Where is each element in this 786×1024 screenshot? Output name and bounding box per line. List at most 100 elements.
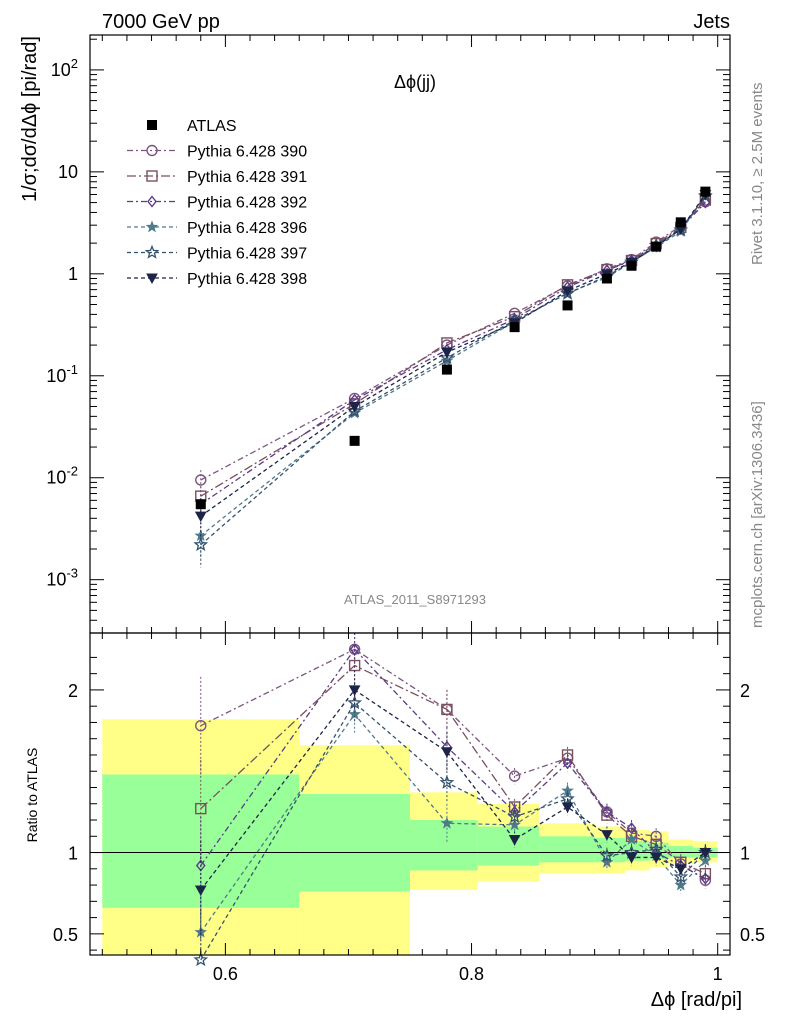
legend-label: Pythia 6.428 397 xyxy=(187,246,307,263)
series-line-1 xyxy=(200,199,706,497)
ratio-point xyxy=(599,848,615,863)
series-point xyxy=(441,347,453,359)
ratio-point xyxy=(625,832,638,845)
x-tick-label: 0.8 xyxy=(459,964,484,984)
ratio-point xyxy=(441,703,453,716)
series-line-3 xyxy=(200,194,706,537)
y-tick-label: 10 xyxy=(58,162,78,182)
analysis-label: ATLAS_2011_S8971293 xyxy=(344,592,486,607)
ratio-line-5 xyxy=(200,689,706,891)
ratio-band-green xyxy=(668,846,694,858)
ratio-point xyxy=(508,770,521,782)
header-right-label: Jets xyxy=(693,11,730,33)
data-point xyxy=(700,186,711,197)
legend-marker xyxy=(146,273,158,285)
ratio-panel-series xyxy=(193,633,713,967)
series-line-5 xyxy=(200,194,706,517)
legend-marker xyxy=(147,120,157,130)
ratio-tick-label-right: 2 xyxy=(740,681,750,701)
legend-label: Pythia 6.428 392 xyxy=(187,195,307,212)
ratio-point xyxy=(347,695,363,710)
ratio-band-green xyxy=(539,836,595,863)
ratio-tick-label: 1 xyxy=(68,844,78,864)
x-tick-label: 1 xyxy=(713,964,723,984)
ratio-point xyxy=(673,869,689,884)
ratio-line-1 xyxy=(200,664,706,875)
ratio-point xyxy=(508,835,521,846)
ratio-point xyxy=(349,643,360,656)
ratio-point xyxy=(348,685,361,696)
legend-marker xyxy=(146,144,158,157)
series-point xyxy=(561,286,574,297)
ratio-point xyxy=(194,885,207,896)
ratio-uncertainty-bands xyxy=(102,719,718,955)
mcplots-label: mcplots.cern.ch [arXiv:1306.3436] xyxy=(749,401,766,628)
y-tick-label: 102 xyxy=(51,56,78,80)
ratio-point xyxy=(699,848,712,859)
ratio-point xyxy=(601,830,613,841)
legend-label: Pythia 6.428 398 xyxy=(187,271,307,288)
ratio-line-4 xyxy=(200,701,706,961)
plot-title: Δϕ(jj) xyxy=(394,72,436,92)
data-point xyxy=(509,322,520,333)
ratio-point xyxy=(441,747,453,758)
x-axis-label: Δϕ [rad/pi] xyxy=(651,989,742,1011)
y-tick-label: 10-2 xyxy=(46,464,78,488)
data-point xyxy=(601,273,612,284)
series-point xyxy=(348,401,361,413)
ratio-point xyxy=(508,818,521,831)
series-line-2 xyxy=(200,202,706,505)
ratio-point xyxy=(561,802,574,814)
ratio-panel-frame xyxy=(89,632,731,956)
legend-label: ATLAS xyxy=(187,118,237,135)
legend-marker xyxy=(145,220,159,233)
legend-marker xyxy=(147,195,157,208)
series-point xyxy=(193,537,209,552)
ratio-point xyxy=(602,805,612,819)
ratio-line-3 xyxy=(200,713,706,933)
ratio-band-green xyxy=(477,826,540,866)
ratio-point xyxy=(648,841,664,856)
y-axis-label: 1/σ;dσ/dΔϕ [pi/rad] xyxy=(19,36,41,202)
ratio-point xyxy=(700,872,711,885)
data-point xyxy=(562,300,573,311)
ratio-point xyxy=(440,816,454,829)
ratio-point xyxy=(439,774,455,789)
ratio-point xyxy=(699,854,712,867)
ratio-point xyxy=(625,852,638,864)
series-point xyxy=(439,350,455,365)
ratio-tick-label-right: 0.5 xyxy=(740,925,765,945)
ratio-band-green xyxy=(299,794,410,892)
legend-marker xyxy=(144,244,160,259)
data-point xyxy=(651,241,662,252)
panel-frames xyxy=(89,34,731,956)
ratio-point xyxy=(560,791,575,806)
main-panel-series xyxy=(193,186,713,568)
ratio-point xyxy=(674,864,687,875)
data-point xyxy=(675,217,686,228)
ratio-point xyxy=(195,719,207,732)
ratio-point xyxy=(507,808,523,824)
data-point xyxy=(441,364,452,375)
data-point xyxy=(626,260,637,271)
ratio-tick-label: 2 xyxy=(68,681,78,701)
data-point xyxy=(349,435,360,446)
axis-ticks: 0.6 0.8 1 10-3 10-2 10-1 1 10 102 0.5 0.5 1 1 2 2 xyxy=(46,35,765,984)
ratio-band-green xyxy=(410,820,478,871)
ratio-point xyxy=(562,756,573,770)
legend: ATLAS Pythia 6.428 390 Pythia 6.428 391 Pyt… xyxy=(127,118,307,288)
ratio-point xyxy=(650,852,663,864)
ratio-point xyxy=(195,802,207,815)
ratio-tick-label: 0.5 xyxy=(53,925,78,945)
main-panel-frame xyxy=(89,34,731,634)
ratio-tick-label-right: 1 xyxy=(740,844,750,864)
series-point xyxy=(194,511,207,523)
ratio-point xyxy=(193,952,209,967)
ratio-line-0 xyxy=(200,648,706,881)
x-tick-label: 0.6 xyxy=(213,964,238,984)
header-left-label: 7000 GeV pp xyxy=(102,11,220,33)
rivet-label: Rivet 3.1.10, ≥ 2.5M events xyxy=(749,83,766,266)
y-tick-label: 10-1 xyxy=(46,362,78,386)
legend-label: Pythia 6.428 391 xyxy=(187,169,307,186)
